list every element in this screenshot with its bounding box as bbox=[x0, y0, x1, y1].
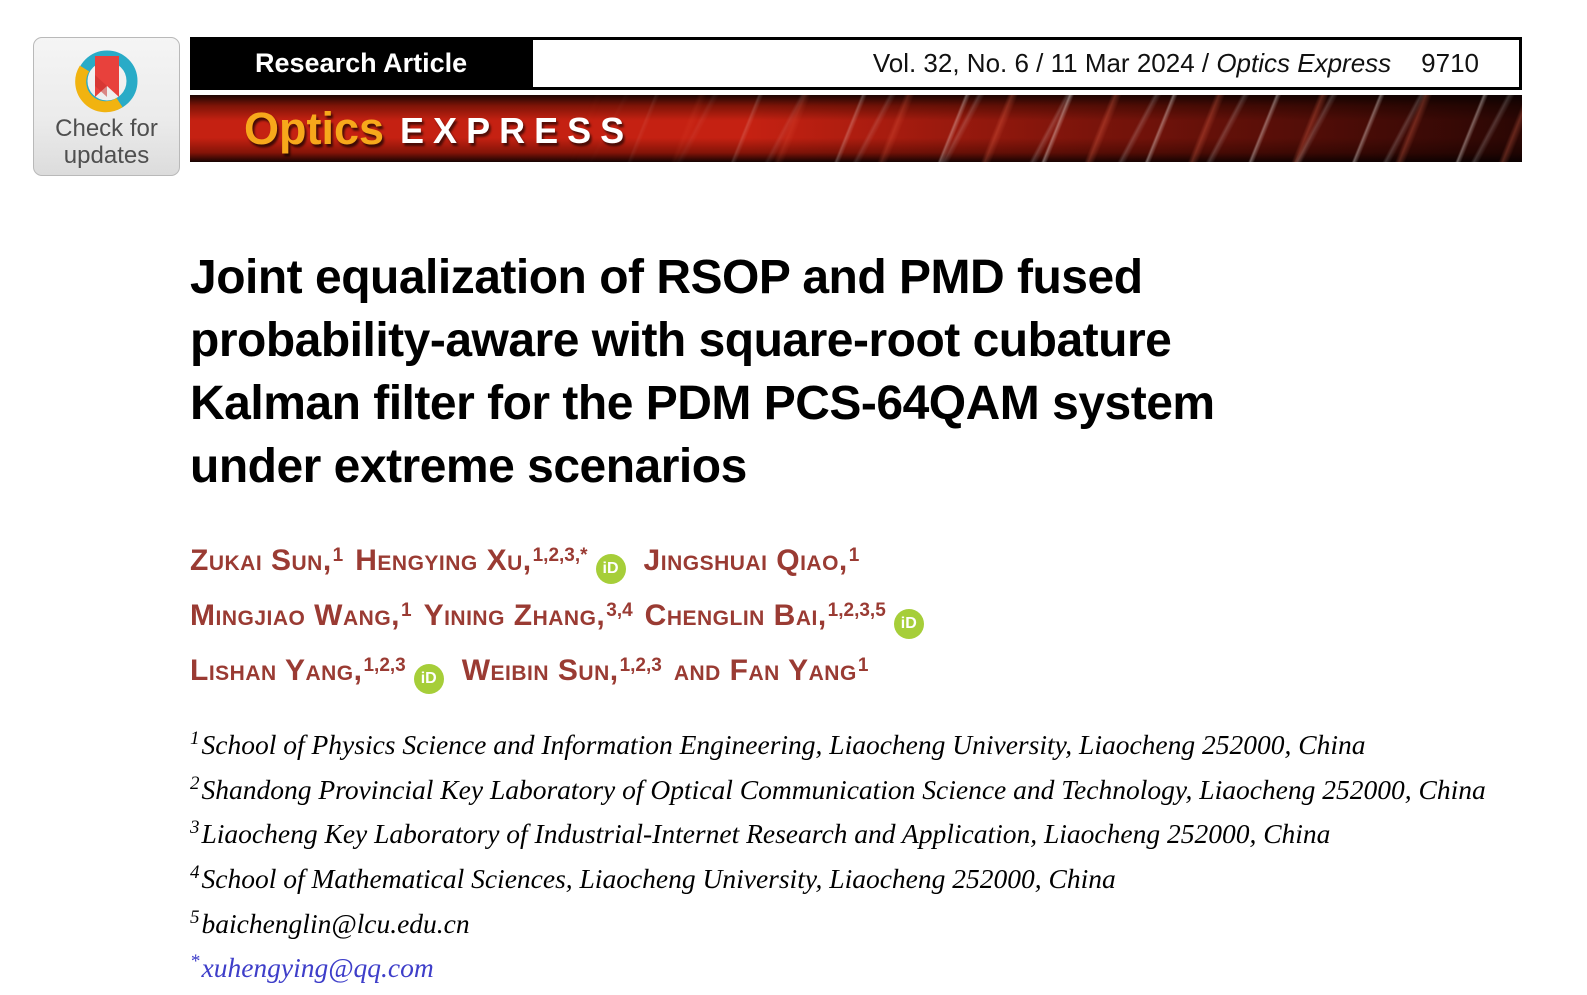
author-list: Zukai Sun,1 Hengying Xu,1,2,3,*iD Jingshua… bbox=[190, 531, 1522, 696]
paper-title: Joint equalization of RSOP and PMD fused… bbox=[190, 246, 1522, 498]
affiliation-line: 2Shandong Provincial Key Laboratory of O… bbox=[190, 765, 1522, 810]
logo-word-optics: Optics bbox=[244, 102, 385, 154]
email-link[interactable]: xuhengying@qq.com bbox=[201, 952, 434, 984]
affiliation-text: Liaocheng Key Laboratory of Industrial-I… bbox=[201, 818, 1331, 850]
author-name: and Fan Yang bbox=[673, 654, 857, 687]
author-name: Jingshuai Qiao, bbox=[643, 544, 848, 577]
affiliation-line: 1School of Physics Science and Informati… bbox=[190, 720, 1522, 765]
author-affiliation-superscript: 1 bbox=[401, 600, 412, 621]
journal-name: Optics Express bbox=[1216, 48, 1392, 78]
paper-first-page: Research Article Vol. 32, No. 6 / 11 Mar… bbox=[190, 37, 1522, 988]
citation-volume-date: Vol. 32, No. 6 / 11 Mar 2024 / bbox=[872, 48, 1217, 78]
article-type-label: Research Article bbox=[193, 40, 533, 87]
author-affiliation-superscript: 1,2,3,5 bbox=[827, 600, 886, 621]
title-line: Joint equalization of RSOP and PMD fused bbox=[190, 251, 1143, 304]
crossmark-icon bbox=[74, 50, 137, 113]
author-line: Lishan Yang,1,2,3iD Weibin Sun,1,2,3 and F… bbox=[190, 641, 1522, 696]
affiliation-text: School of Physics Science and Informatio… bbox=[201, 729, 1366, 761]
affiliation-marker: 3 bbox=[190, 817, 200, 839]
article-type-text: Research Article bbox=[255, 48, 468, 78]
check-for-updates-badge[interactable]: Check for updates bbox=[33, 37, 180, 176]
citation-line: Vol. 32, No. 6 / 11 Mar 2024 / Optics Ex… bbox=[533, 40, 1519, 87]
author-name: Weibin Sun, bbox=[461, 654, 619, 687]
optics-express-banner: Optics EXPRESS bbox=[190, 95, 1522, 162]
affiliation-marker: * bbox=[190, 951, 200, 973]
affiliation-text: Shandong Provincial Key Laboratory of Op… bbox=[201, 773, 1486, 805]
author-affiliation-superscript: 1 bbox=[332, 545, 344, 566]
author-name: Yining Zhang, bbox=[423, 599, 606, 632]
badge-label: Check for updates bbox=[55, 115, 158, 169]
author-affiliation-superscript: 1,2,3 bbox=[363, 655, 406, 676]
affiliation-text: School of Mathematical Sciences, Liaoche… bbox=[201, 863, 1116, 895]
affiliation-line: 3Liaocheng Key Laboratory of Industrial-… bbox=[190, 809, 1522, 854]
title-line: probability-aware with square-root cubat… bbox=[190, 314, 1172, 367]
author-affiliation-superscript: 1 bbox=[848, 545, 860, 566]
author-name: Lishan Yang, bbox=[190, 654, 363, 687]
logo-word-express: EXPRESS bbox=[400, 109, 634, 151]
journal-logo: Optics EXPRESS bbox=[244, 95, 633, 162]
journal-header-strip: Research Article Vol. 32, No. 6 / 11 Mar… bbox=[190, 37, 1522, 90]
author-name: Hengying Xu, bbox=[355, 544, 532, 577]
author-name: Zukai Sun, bbox=[190, 544, 332, 577]
author-affiliation-superscript: 1,2,3 bbox=[619, 655, 662, 676]
orcid-icon[interactable]: iD bbox=[893, 609, 924, 639]
banner-texture bbox=[190, 95, 1522, 162]
affiliation-text: baichenglin@lcu.edu.cn bbox=[201, 907, 470, 939]
page-number: 9710 bbox=[1421, 48, 1479, 78]
author-name: Chenglin Bai, bbox=[644, 599, 827, 632]
affiliation-line: 5baichenglin@lcu.edu.cn bbox=[190, 899, 1522, 944]
author-affiliation-superscript: 1 bbox=[857, 655, 869, 676]
author-line: Mingjiao Wang,1 Yining Zhang,3,4 Chenglin … bbox=[190, 586, 1522, 641]
author-line: Zukai Sun,1 Hengying Xu,1,2,3,*iD Jingshua… bbox=[190, 531, 1522, 586]
author-affiliation-superscript: 3,4 bbox=[606, 600, 633, 621]
corresponding-email-line: *xuhengying@qq.com bbox=[190, 943, 1522, 988]
title-line: Kalman filter for the PDM PCS-64QAM syst… bbox=[190, 377, 1215, 430]
affiliation-marker: 4 bbox=[190, 861, 200, 883]
affiliation-list: 1School of Physics Science and Informati… bbox=[190, 720, 1522, 988]
orcid-icon[interactable]: iD bbox=[595, 554, 626, 584]
affiliation-marker: 2 bbox=[190, 772, 200, 794]
affiliation-marker: 1 bbox=[190, 728, 200, 749]
orcid-icon[interactable]: iD bbox=[413, 664, 444, 694]
affiliation-marker: 5 bbox=[190, 906, 200, 928]
title-line: under extreme scenarios bbox=[190, 440, 747, 493]
affiliation-line: 4School of Mathematical Sciences, Liaoch… bbox=[190, 854, 1522, 899]
author-affiliation-superscript: 1,2,3,* bbox=[532, 545, 588, 566]
author-name: Mingjiao Wang, bbox=[190, 599, 400, 632]
